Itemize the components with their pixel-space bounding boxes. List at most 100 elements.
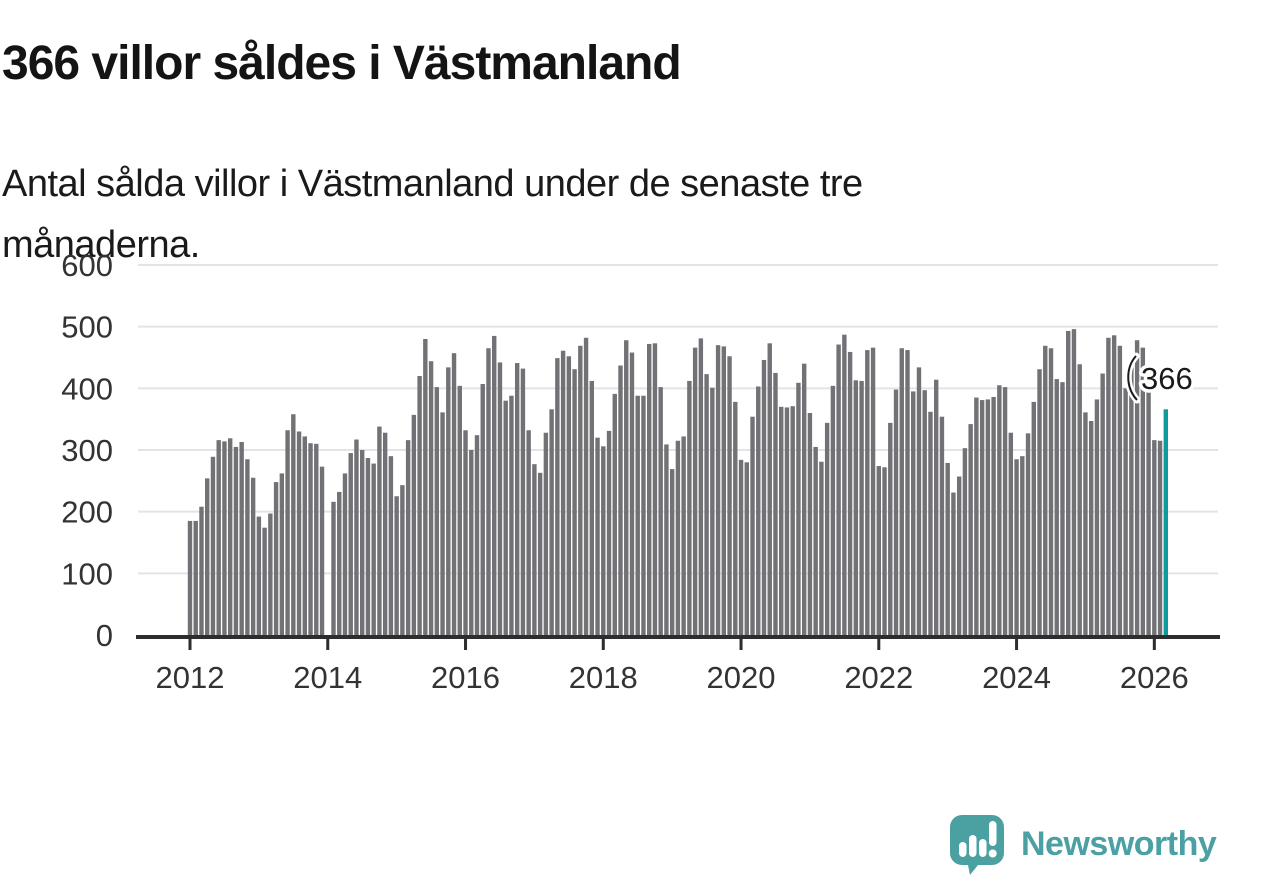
- bar: [1146, 390, 1151, 635]
- bar: [991, 396, 996, 635]
- y-axis-label: 0: [96, 618, 113, 653]
- y-axis-label: 100: [61, 556, 113, 591]
- bar: [400, 485, 405, 635]
- bar: [681, 436, 686, 635]
- bar: [371, 463, 376, 635]
- bar: [578, 345, 583, 635]
- bar: [698, 338, 704, 635]
- bar: [503, 400, 508, 635]
- bar: [830, 385, 836, 635]
- bar: [469, 450, 474, 635]
- x-axis-label: 2020: [707, 660, 776, 695]
- x-axis-line: [136, 635, 1220, 639]
- x-axis-label: 2014: [293, 660, 362, 695]
- bar: [222, 441, 227, 635]
- bar: [302, 436, 307, 635]
- bar: [314, 443, 319, 635]
- bar: [819, 461, 824, 635]
- bar: [205, 478, 210, 635]
- bar: [710, 387, 715, 635]
- bar: [308, 443, 313, 635]
- bar: [365, 458, 371, 635]
- bar: [624, 340, 629, 635]
- bar: [658, 387, 663, 635]
- x-axis-label: 2012: [156, 660, 225, 695]
- x-axis-label: 2026: [1120, 660, 1189, 695]
- bar: [870, 347, 876, 635]
- bar: [1025, 433, 1031, 635]
- bar: [756, 386, 761, 635]
- bar: [744, 462, 749, 635]
- page-title: 366 villor såldes i Västmanland: [2, 37, 682, 91]
- bar: [784, 407, 790, 635]
- bar: [899, 348, 904, 635]
- bar: [796, 382, 801, 635]
- bar: [440, 412, 445, 635]
- bar: [1100, 373, 1105, 635]
- bar: [951, 492, 956, 635]
- bar: [463, 430, 468, 635]
- bar: [423, 339, 428, 635]
- bar: [486, 348, 491, 635]
- bar: [922, 390, 927, 635]
- bar: [348, 453, 353, 635]
- bar: [331, 501, 336, 635]
- logo-exclamation-bar: [989, 821, 997, 846]
- bar: [210, 456, 216, 635]
- bar: [555, 358, 560, 635]
- bar: [405, 440, 411, 635]
- bar: [589, 380, 594, 635]
- bar: [612, 393, 617, 635]
- bar: [893, 389, 899, 635]
- bar: [1014, 459, 1019, 635]
- annotation-label: 366: [1141, 361, 1193, 396]
- brand-wordmark: Newsworthy: [1021, 824, 1217, 863]
- bar: [876, 466, 881, 635]
- logo-bar-short: [959, 842, 967, 857]
- bar: [704, 374, 709, 635]
- bar: [939, 416, 945, 635]
- bar: [1071, 329, 1077, 635]
- bar: [847, 351, 853, 635]
- bar: [962, 448, 968, 635]
- y-axis-label: 500: [61, 310, 113, 345]
- bar: [239, 441, 244, 635]
- brand-footer: Newsworthy: [948, 813, 1217, 875]
- bar: [560, 350, 566, 635]
- bar: [888, 422, 893, 635]
- bar: [779, 406, 784, 635]
- bar: [1020, 456, 1025, 635]
- bar: [767, 343, 772, 635]
- bar: [520, 368, 526, 635]
- bar: [647, 343, 652, 635]
- bar: [566, 356, 572, 635]
- logo-bar-tall: [969, 835, 977, 857]
- bar: [1008, 432, 1014, 635]
- bar: [187, 520, 193, 635]
- bar: [537, 472, 543, 635]
- bar: [233, 446, 239, 635]
- bar: [377, 426, 382, 635]
- x-axis-label: 2016: [431, 660, 500, 695]
- bar: [911, 391, 916, 635]
- bar: [428, 361, 434, 635]
- bar: [1129, 367, 1134, 635]
- bar: [457, 385, 462, 635]
- bar: [549, 409, 554, 635]
- bar: [692, 347, 698, 635]
- bar: [853, 380, 859, 635]
- bar: [687, 380, 692, 635]
- bar: [1083, 412, 1088, 635]
- y-axis-label: 600: [61, 248, 113, 283]
- bar: [916, 367, 922, 635]
- bar: [979, 400, 985, 635]
- y-axis-label: 300: [61, 433, 113, 468]
- bar: [859, 380, 864, 635]
- bar: [997, 385, 1002, 635]
- bar: [1117, 345, 1123, 635]
- y-axis-label: 400: [61, 371, 113, 406]
- bar: [773, 372, 778, 635]
- bar: [641, 395, 646, 635]
- logo-bar-mid: [979, 839, 987, 857]
